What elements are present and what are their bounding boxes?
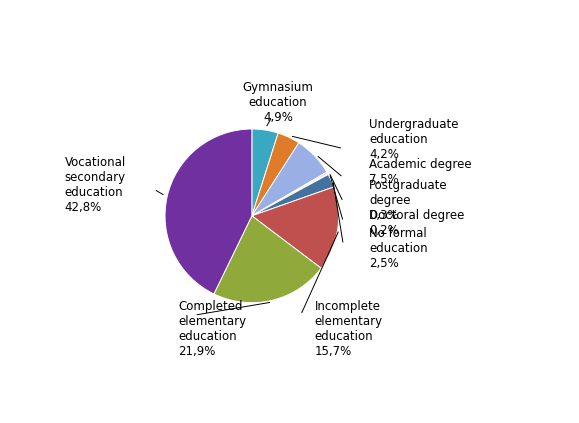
Text: Incomplete
elementary
education
15,7%: Incomplete elementary education 15,7% xyxy=(314,300,383,358)
Text: Gymnasium
education
4,9%: Gymnasium education 4,9% xyxy=(243,82,313,124)
Text: No formal
education
2,5%: No formal education 2,5% xyxy=(369,227,428,270)
Text: Academic degree
7,5%: Academic degree 7,5% xyxy=(369,159,472,187)
Wedge shape xyxy=(252,129,278,216)
Text: Postgraduate
degree
0,3%: Postgraduate degree 0,3% xyxy=(369,179,448,222)
Wedge shape xyxy=(252,187,339,268)
Text: Completed
elementary
education
21,9%: Completed elementary education 21,9% xyxy=(178,300,246,358)
Text: Vocational
secondary
education
42,8%: Vocational secondary education 42,8% xyxy=(65,157,126,214)
Text: Doctoral degree
0,2%: Doctoral degree 0,2% xyxy=(369,209,464,237)
Wedge shape xyxy=(252,143,327,216)
Wedge shape xyxy=(252,133,299,216)
Text: Undergraduate
education
4,2%: Undergraduate education 4,2% xyxy=(369,118,459,161)
Wedge shape xyxy=(252,172,328,216)
Wedge shape xyxy=(252,173,328,216)
Wedge shape xyxy=(165,129,252,294)
Wedge shape xyxy=(252,174,334,216)
Wedge shape xyxy=(214,216,321,303)
